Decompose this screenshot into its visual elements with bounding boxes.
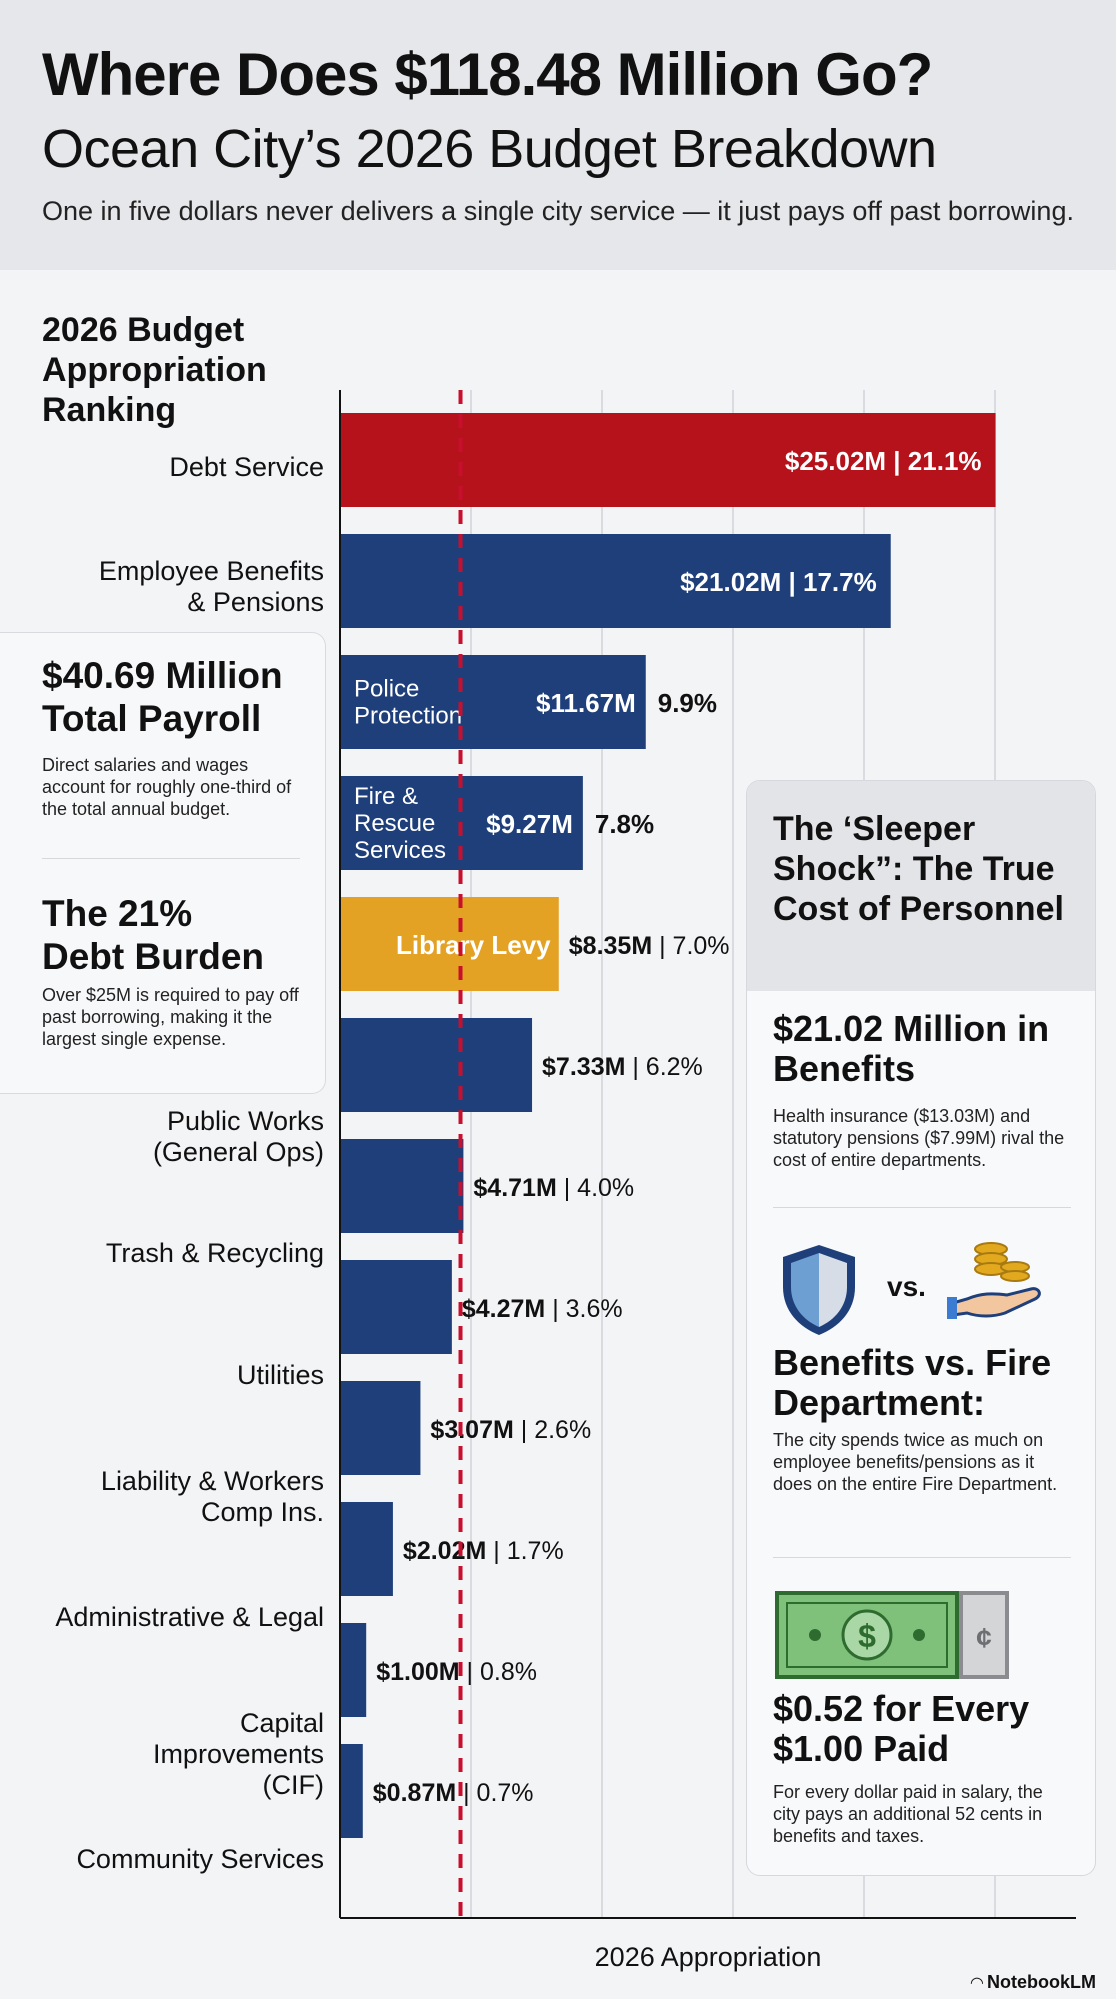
bar-10 — [340, 1623, 367, 1717]
bar-2 — [340, 655, 646, 749]
in-bar-label-2-1: Protection — [354, 703, 462, 730]
bar-6 — [340, 1139, 464, 1233]
value-label-5: $7.33M | 6.2% — [542, 1053, 703, 1081]
sleeper-shock-title: The ‘Sleeper Shock”: The True Cost of Pe… — [773, 810, 1064, 928]
in-bar-label-4: Library Levy — [396, 930, 551, 960]
category-label-debt-service: Debt Service — [169, 452, 324, 482]
dollar-symbol: $ — [858, 1618, 876, 1654]
category-label-trash-recycling: Trash & Recycling — [105, 1238, 324, 1268]
bar-8 — [340, 1381, 421, 1475]
sleeper-shock-card: The ‘Sleeper Shock”: The True Cost of Pe… — [746, 780, 1096, 1876]
category-label-utilities: Utilities — [236, 1360, 324, 1390]
value-label-3: $9.27M — [486, 809, 573, 839]
right-card-divider-2 — [773, 1557, 1071, 1558]
sleeper-shock-header: The ‘Sleeper Shock”: The True Cost of Pe… — [747, 781, 1095, 991]
debt-title-line1: The 21% — [42, 893, 193, 934]
ratio-text: For every dollar paid in salary, the cit… — [773, 1782, 1043, 1846]
left-info-panel — [0, 632, 326, 1094]
value-label-0: $25.02M | 21.1% — [785, 446, 982, 476]
percent-label-3: 7.8% — [595, 809, 654, 839]
value-label-10: $1.00M | 0.8% — [376, 1658, 537, 1686]
value-label-1: $21.02M | 17.7% — [680, 567, 877, 597]
benefits-title: $21.02 Million in Benefits — [773, 1008, 1050, 1089]
in-bar-label-3-2: Services — [354, 837, 446, 864]
bar-1 — [340, 534, 891, 628]
brand-name: NotebookLM — [987, 1972, 1096, 1992]
category-label-administrative: Administrative & Legal — [55, 1602, 324, 1632]
x-axis-label: 2026 Appropriation — [595, 1942, 822, 1972]
cent-symbol: ¢ — [976, 1622, 992, 1653]
bar-0 — [340, 413, 996, 507]
ratio-title: $0.52 for Every $1.00 Paid — [773, 1688, 1030, 1769]
chart-title: 2026 Budget Appropriation Ranking — [42, 311, 267, 429]
value-label-2: $11.67M — [536, 688, 636, 718]
in-bar-label-3-1: Rescue — [354, 810, 435, 837]
compare-text: The city spends twice as much on employe… — [773, 1430, 1058, 1494]
value-label-7: $4.27M | 3.6% — [462, 1295, 623, 1323]
payroll-title-line1: $40.69 Million — [42, 655, 283, 696]
category-label-community-services: Community Services — [76, 1844, 324, 1874]
bar-7 — [340, 1260, 452, 1354]
value-label-11: $0.87M | 0.7% — [373, 1779, 534, 1807]
in-bar-label-3-0: Fire & — [354, 783, 418, 810]
brand-mark: ◠ NotebookLM — [971, 1972, 1096, 1993]
dollar-bill-icon: $ — [775, 1591, 959, 1679]
bar-9 — [340, 1502, 393, 1596]
payroll-title-line2: Total Payroll — [42, 698, 262, 739]
payroll-text: Direct salaries and wages account for ro… — [42, 755, 292, 819]
in-bar-label-2-0: Police — [354, 676, 419, 703]
vs-label: vs. — [887, 1271, 926, 1302]
notebooklm-logo-icon: ◠ — [970, 1975, 984, 1992]
value-label-8: $3.07M | 2.6% — [430, 1416, 591, 1444]
coins-hand-icon — [947, 1242, 1041, 1319]
debt-text: Over $25M is required to pay off past bo… — [42, 985, 299, 1049]
value-label-6: $4.71M | 4.0% — [473, 1174, 634, 1202]
debt-title-line2: Debt Burden — [42, 936, 264, 977]
category-label-liability: Liability & Workers Comp Ins. — [100, 1466, 324, 1527]
bar-4 — [340, 897, 559, 991]
bar-5 — [340, 1018, 533, 1112]
compare-title: Benefits vs. Fire Department: — [773, 1342, 1052, 1423]
page-tagline: One in five dollars never delivers a sin… — [42, 196, 1074, 226]
benefits-text: Health insurance ($13.03M) and statutory… — [773, 1106, 1065, 1170]
right-card-divider-1 — [773, 1207, 1071, 1208]
value-label-4: $8.35M | 7.0% — [569, 932, 730, 960]
page-title: Where Does $118.48 Million Go? — [42, 41, 933, 108]
value-label-9: $2.02M | 1.7% — [403, 1537, 564, 1565]
category-label-capital-improvements: Capital Improvements (CIF) — [152, 1708, 324, 1800]
header-banner: Where Does $118.48 Million Go? Ocean Cit… — [0, 0, 1116, 270]
bar-11 — [340, 1744, 363, 1838]
cent-bill-icon: ¢ — [959, 1591, 1009, 1679]
left-panel-divider — [42, 858, 300, 859]
page-subtitle: Ocean City’s 2026 Budget Breakdown — [42, 119, 937, 179]
category-label-employee-benefits: Employee Benefits & Pensions — [98, 556, 324, 617]
category-label-public-works: Public Works (General Ops) — [152, 1106, 324, 1167]
shield-icon — [783, 1245, 855, 1335]
percent-label-2: 9.9% — [658, 688, 717, 718]
